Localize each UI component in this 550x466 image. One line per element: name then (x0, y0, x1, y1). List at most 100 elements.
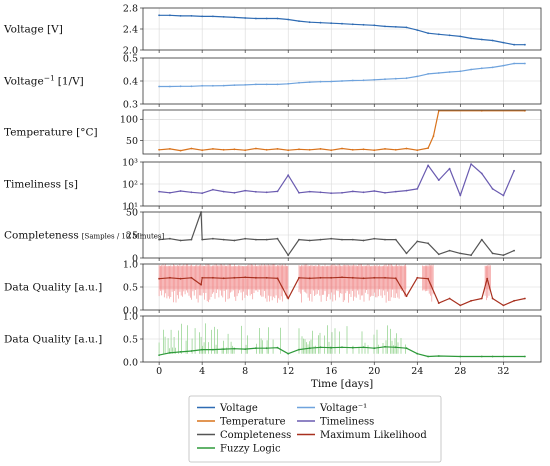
data-point (308, 190, 311, 193)
data-point (179, 149, 182, 152)
data-point (384, 238, 386, 241)
legend: Voltage Voltage⁻¹ Temperature Timeliness Com… (188, 395, 442, 463)
data-point (201, 238, 204, 241)
data-point (212, 188, 214, 191)
data-point (432, 135, 435, 138)
y-tick-label: 1.0 (123, 311, 138, 322)
data-point (491, 252, 494, 255)
data-point (416, 29, 419, 31)
data-point (179, 239, 182, 242)
data-point (459, 194, 462, 197)
data-point (233, 148, 236, 151)
data-point (459, 252, 462, 255)
y-tick-label: 0.5 (123, 53, 138, 64)
y-axis-label: Data Quality [a.u.] (4, 282, 102, 294)
data-point (265, 238, 268, 241)
data-point (470, 37, 472, 40)
panel-data-quality-ml: 0.0 0.5 1.0 Data Quality [a.u.] (4, 259, 542, 316)
data-point (341, 346, 343, 349)
data-point (190, 85, 193, 88)
data-point (373, 78, 376, 81)
data-point (179, 277, 182, 280)
legend-label: Timeliness (320, 417, 374, 428)
data-point (416, 188, 419, 190)
data-point (244, 237, 247, 240)
data-point (200, 283, 203, 286)
y-tick-label: 2.8 (123, 3, 138, 14)
data-point (255, 83, 257, 86)
data-point (212, 15, 214, 18)
data-point (212, 348, 214, 351)
data-point (287, 352, 290, 355)
y-axis-label: Voltage−1 [1/V] (3, 74, 84, 88)
data-point (437, 253, 440, 256)
series-line-completeness (159, 211, 515, 256)
data-point (427, 164, 429, 167)
data-point (502, 304, 505, 307)
data-point (427, 147, 429, 150)
data-point (265, 83, 268, 86)
data-point (480, 355, 483, 358)
panel-timeliness: 10¹ 10² 10³ Timeliness [s] (4, 157, 542, 212)
data-point (351, 79, 354, 82)
data-point (308, 239, 311, 242)
y-tick-label: 0.3 (123, 99, 138, 110)
data-point (491, 39, 494, 42)
y-tick-label: 25 (126, 230, 138, 241)
data-point (179, 15, 182, 17)
x-tick-label: 32 (497, 366, 509, 377)
data-point (341, 147, 343, 150)
data-point (351, 238, 354, 241)
x-tick-label: 4 (199, 366, 205, 377)
data-point (448, 249, 451, 252)
y-axis-label-superscript: −1 (44, 74, 55, 83)
data-point (179, 190, 182, 192)
data-point (362, 23, 365, 26)
data-point (341, 80, 343, 82)
data-point (319, 238, 322, 241)
data-point (169, 148, 171, 150)
data-point (373, 237, 376, 240)
data-point (233, 276, 236, 279)
data-point (298, 348, 300, 351)
data-point (362, 148, 365, 151)
data-point (362, 239, 365, 242)
data-point (486, 277, 489, 280)
y-tick-label: 100 (120, 115, 138, 126)
data-point (427, 277, 429, 280)
data-point (405, 295, 408, 298)
data-point (394, 77, 397, 80)
data-point (351, 190, 354, 193)
data-point (362, 79, 365, 82)
data-point (255, 190, 257, 193)
legend-label: Voltage⁻¹ (319, 403, 367, 414)
data-point (384, 191, 386, 194)
data-point (298, 148, 300, 151)
data-point (265, 347, 268, 350)
data-point (276, 277, 279, 280)
data-point (394, 346, 397, 349)
data-point (394, 26, 397, 28)
data-point (158, 354, 161, 356)
y-axis-label: Data Quality [a.u.] (4, 334, 102, 346)
data-point (416, 240, 419, 243)
data-point (319, 80, 322, 83)
data-point (276, 148, 279, 150)
data-point (330, 237, 333, 240)
y-axis-label: Timeliness [s] (4, 179, 78, 191)
data-point (222, 148, 225, 151)
y-tick-label: 1.0 (123, 259, 138, 270)
data-point (319, 276, 322, 279)
data-point (427, 355, 429, 358)
y-tick-label: 0.5 (123, 334, 138, 345)
y-tick-label: 0.0 (123, 305, 138, 316)
data-point (470, 68, 472, 71)
legend-label: Completeness (220, 430, 291, 441)
data-point (190, 350, 193, 352)
data-point (308, 81, 311, 83)
data-point (513, 62, 515, 65)
data-point (384, 78, 386, 81)
data-point (373, 149, 376, 152)
data-point (448, 71, 451, 73)
data-point (169, 14, 171, 17)
